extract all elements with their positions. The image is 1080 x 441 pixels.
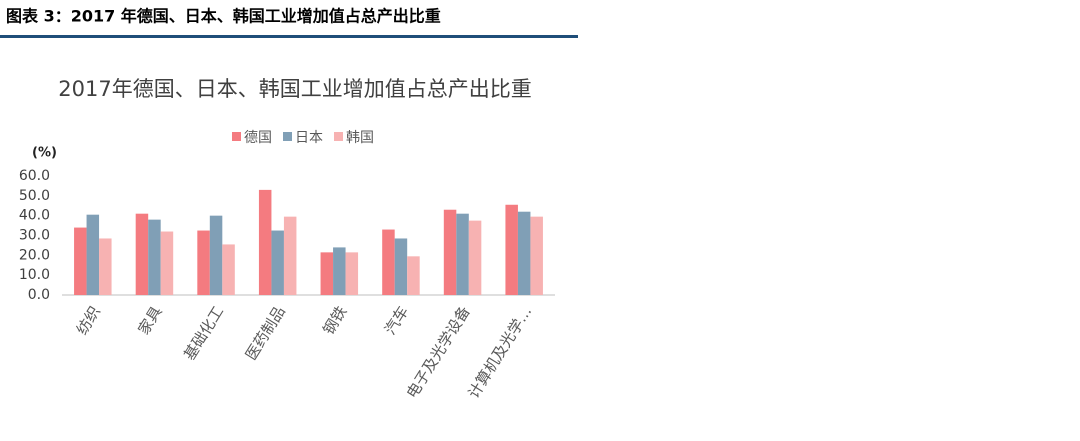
x-tick-label: 计算机及光学… [464, 303, 535, 402]
bar [160, 231, 174, 295]
x-tick-label: 电子及光学设备 [403, 303, 474, 402]
bar [86, 214, 100, 295]
bar [320, 252, 334, 295]
bar [517, 211, 531, 295]
bar [271, 230, 284, 295]
bar [197, 230, 210, 295]
bar [99, 238, 112, 295]
y-tick-label: 0.0 [28, 287, 50, 303]
legend-label: 德国 [244, 130, 272, 146]
y-tick-label: 10.0 [19, 267, 50, 283]
legend-label: 韩国 [346, 130, 374, 146]
bar [258, 189, 272, 295]
y-tick-label: 20.0 [19, 247, 50, 263]
report-header: 图表 3：2017 年德国、日本、韩国工业增加值占总产出比重 [6, 7, 441, 26]
bar [505, 204, 518, 295]
x-tick-label: 钢铁 [319, 303, 350, 338]
y-tick-label: 60.0 [19, 168, 50, 184]
bar [148, 219, 161, 295]
y-tick-label: 50.0 [19, 188, 50, 204]
bar [209, 215, 223, 295]
bar [283, 216, 297, 295]
bar [530, 216, 543, 295]
bar [407, 256, 420, 295]
legend-label: 日本 [295, 130, 323, 146]
bar [222, 244, 235, 295]
y-tick-label: 40.0 [19, 208, 50, 224]
bar [135, 213, 149, 295]
x-tick-label: 基础化工 [180, 303, 227, 363]
header-rule [0, 35, 578, 38]
x-tick-label: 纺织 [73, 303, 104, 338]
legend-swatch [232, 132, 241, 141]
bar [443, 209, 457, 295]
chart-title: 2017年德国、日本、韩国工业增加值占总产出比重 [58, 77, 531, 101]
bar [74, 227, 87, 295]
legend-swatch [334, 132, 343, 141]
bar [456, 213, 469, 295]
bar [333, 247, 346, 295]
x-tick-label: 汽车 [381, 303, 412, 338]
bar [345, 252, 359, 295]
bar [394, 238, 408, 295]
y-tick-label: 30.0 [19, 228, 50, 244]
bar [382, 229, 395, 295]
x-tick-label: 医药制品 [242, 303, 289, 363]
x-tick-label: 家具 [134, 303, 165, 338]
bar [468, 220, 482, 295]
legend-swatch [283, 132, 292, 141]
unit-label: (%) [32, 146, 57, 161]
